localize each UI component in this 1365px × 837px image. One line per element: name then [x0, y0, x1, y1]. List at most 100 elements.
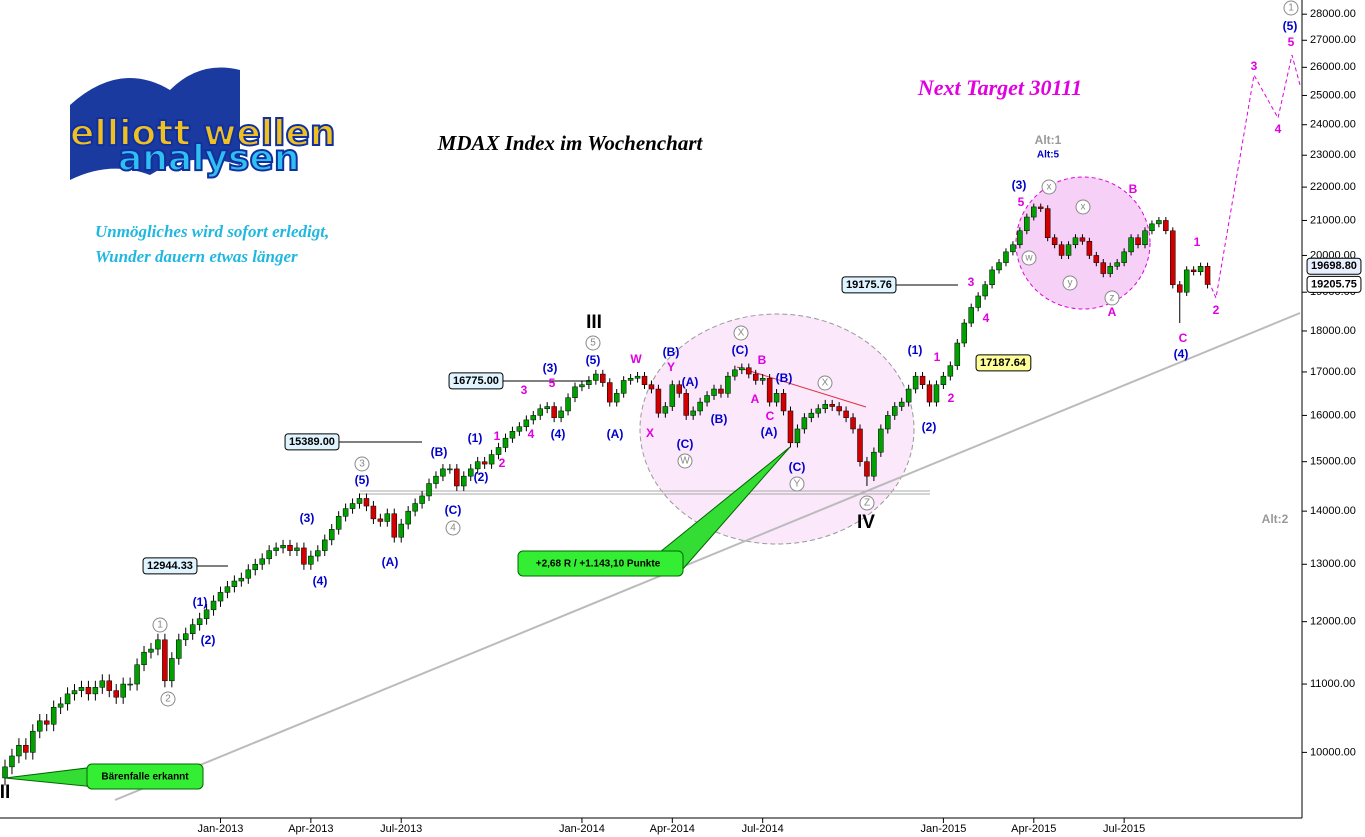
wave-label: Y: [794, 479, 801, 490]
candle-body: [648, 384, 655, 390]
wave-circle: [445, 520, 461, 536]
wave-label: (A): [761, 425, 778, 439]
price-label-text: 16775.00: [453, 375, 499, 387]
candle-body: [57, 703, 64, 708]
wave-label: B: [1129, 182, 1138, 196]
wave-label: Alt:2: [1262, 512, 1289, 526]
candle-body: [405, 510, 411, 525]
wave-circle: [585, 335, 601, 351]
candle-body: [1065, 244, 1072, 256]
wave-label: 3: [359, 459, 365, 470]
wave-label: 4: [983, 311, 990, 325]
candle-body: [662, 406, 669, 414]
price-label-box: [975, 354, 1032, 372]
candle-body: [551, 406, 557, 418]
wave-label: (5): [1283, 19, 1298, 33]
price-label-text: 12944.33: [147, 560, 193, 572]
wave-circle: [859, 495, 875, 511]
wave-label: (C): [732, 343, 749, 357]
y-tick-label: 26000.00: [1310, 61, 1356, 73]
y-tick-label: 17000.00: [1310, 366, 1356, 378]
candle-body: [982, 284, 988, 297]
wave-label: (4): [1174, 347, 1189, 361]
y-tick-label: 25000.00: [1310, 89, 1356, 101]
candle-body: [1128, 237, 1134, 253]
y-tick-label: 10000.00: [1310, 746, 1356, 758]
candle-body: [1114, 262, 1120, 267]
candle-body: [328, 529, 335, 541]
wave-label: 4: [450, 523, 456, 534]
candle-body: [238, 577, 245, 582]
candle-body: [16, 745, 22, 757]
y-tick-label: 23000.00: [1310, 149, 1356, 161]
wave-label: (3): [300, 511, 315, 525]
wave-circle: [160, 691, 176, 707]
candle-body: [481, 461, 488, 465]
wave-label: (A): [682, 375, 699, 389]
wave-label: 2: [948, 391, 955, 405]
candle-body: [933, 384, 940, 403]
candle-body: [711, 388, 717, 396]
wave-label: (2): [922, 420, 937, 434]
candle-body: [718, 388, 724, 394]
logo: elliott wellen analysen: [69, 67, 337, 180]
candle-body: [773, 393, 780, 403]
y-tick-label: 16000.00: [1310, 409, 1356, 421]
candle-body: [1086, 240, 1093, 256]
candle-body: [85, 687, 92, 695]
wave-label: (3): [543, 361, 558, 375]
candle-body: [787, 410, 794, 444]
candle-body: [1024, 216, 1030, 232]
candle-body: [968, 307, 974, 324]
price-label: 16775.00: [448, 372, 590, 390]
candle-body: [92, 687, 99, 695]
wave-label: (C): [445, 503, 462, 517]
candle-body: [127, 683, 133, 686]
candle-body: [600, 373, 606, 383]
candle-body: [30, 730, 36, 753]
candle-body: [989, 269, 995, 285]
candle-body: [759, 378, 766, 381]
candle-body: [99, 680, 106, 688]
candle-body: [1149, 223, 1155, 232]
candle-body: [266, 550, 272, 560]
candle-body: [926, 384, 933, 403]
candle-body: [1107, 266, 1113, 274]
wave-label: X: [646, 426, 654, 440]
candle-body: [301, 547, 307, 565]
candle-body: [683, 393, 689, 416]
candle-body: [322, 539, 328, 551]
candle-body: [996, 262, 1002, 271]
candle-body: [454, 468, 460, 487]
candle-body: [732, 369, 738, 377]
wave-label: (4): [313, 574, 328, 588]
wave-label: C: [1179, 331, 1188, 345]
wave-label: 1: [1194, 235, 1201, 249]
logo-flag: [70, 67, 240, 180]
candle-body: [954, 342, 961, 366]
wave-label: (C): [677, 437, 694, 451]
candle-body: [1031, 206, 1037, 218]
candle-body: [356, 498, 363, 504]
price-label-text: 19175.76: [846, 279, 892, 291]
y-tick-label: 28000.00: [1310, 8, 1356, 20]
candle-body: [655, 388, 662, 414]
wave-label: (3): [1012, 178, 1027, 192]
candle-body: [1183, 269, 1190, 293]
candle-body: [558, 410, 564, 418]
candle-body: [148, 648, 154, 653]
candle-body: [294, 547, 300, 551]
y-tick-label: 11000.00: [1310, 678, 1355, 690]
candle-body: [363, 498, 370, 507]
candle-body: [474, 461, 481, 470]
last-price: 19698.80: [1306, 257, 1362, 275]
candle-body: [176, 639, 182, 659]
wave-label: 5: [590, 338, 596, 349]
candle-body: [822, 404, 828, 409]
price-label: 12944.33: [142, 557, 228, 575]
candle-body: [669, 384, 676, 407]
wave-label: (2): [201, 633, 216, 647]
candle-body: [398, 523, 404, 538]
wave-circle: [789, 476, 805, 492]
wave-circle: [1075, 199, 1091, 215]
